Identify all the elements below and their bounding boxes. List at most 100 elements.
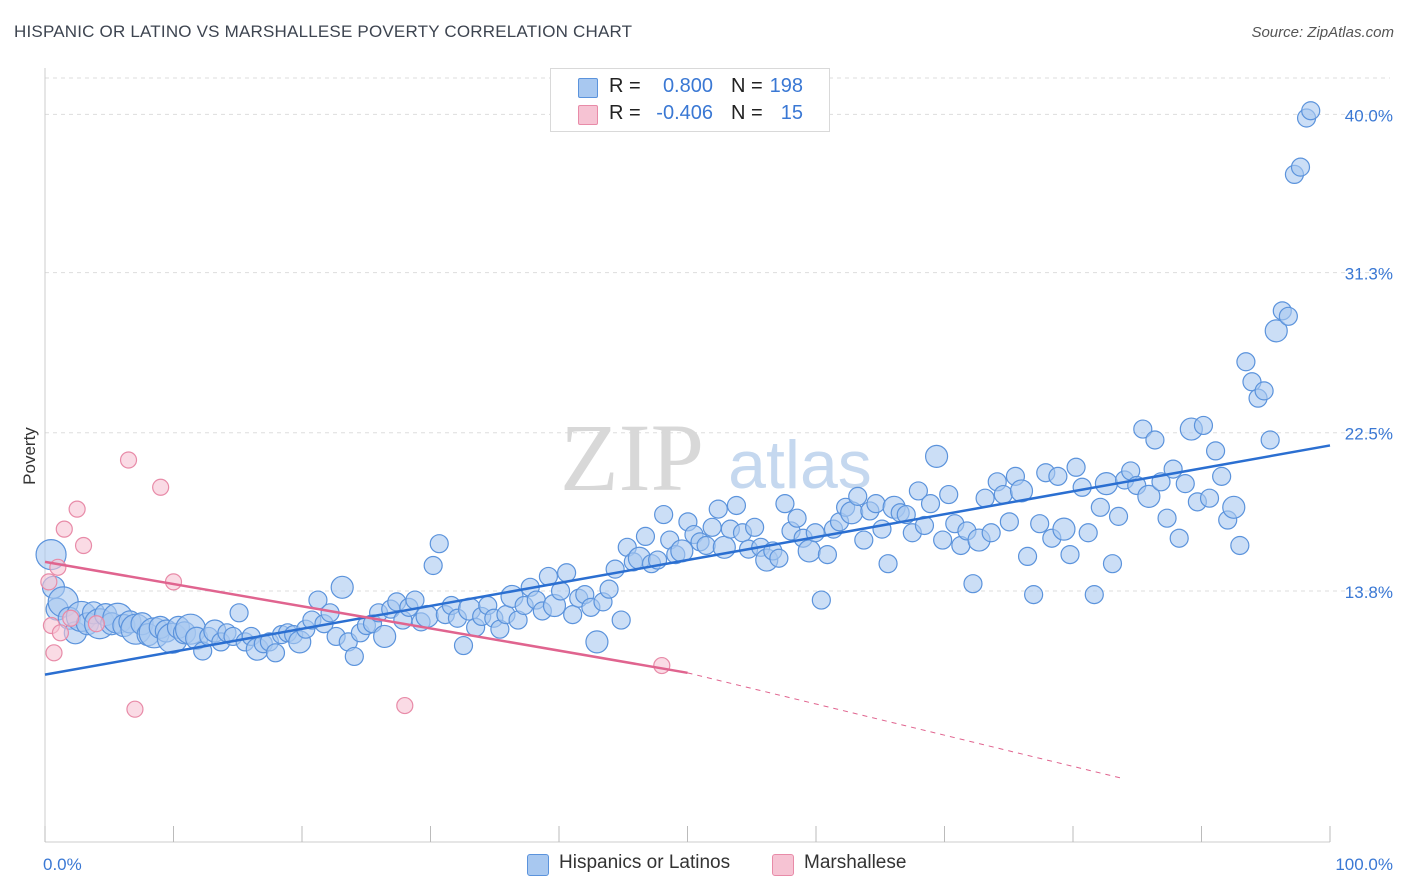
- data-point-hispanics: [1169, 528, 1189, 548]
- legend-swatch-blue: [578, 78, 598, 98]
- trendline-hispanics: [44, 444, 1331, 676]
- legend-swatch-pink: [772, 854, 794, 876]
- x-tick-label-min: 0.0%: [43, 855, 82, 874]
- trend-lines: [44, 444, 1331, 779]
- legend-r-label: R =: [609, 75, 641, 97]
- data-point-hispanics: [908, 481, 928, 501]
- data-point-hispanics: [963, 574, 983, 594]
- data-point-hispanics: [1078, 523, 1098, 543]
- data-point-hispanics: [1145, 430, 1165, 450]
- data-point-hispanics: [557, 563, 577, 583]
- data-point-hispanics: [605, 559, 625, 579]
- data-point-hispanics: [1024, 585, 1044, 605]
- data-point-hispanics: [848, 486, 868, 506]
- data-point-hispanics: [787, 508, 807, 528]
- data-point-hispanics: [429, 534, 449, 554]
- data-point-hispanics: [1108, 506, 1129, 526]
- data-point-hispanics: [1222, 495, 1246, 519]
- data-point-hispanics: [1175, 474, 1195, 494]
- data-point-hispanics: [1205, 441, 1226, 461]
- data-point-hispanics: [654, 504, 674, 525]
- data-point-hispanics: [872, 519, 892, 539]
- x-tick-label-max: 100.0%: [1335, 855, 1393, 874]
- legend-n-value: 15: [780, 102, 803, 124]
- data-point-hispanics: [933, 530, 953, 550]
- axes: [44, 68, 1331, 843]
- data-point-hispanics: [1137, 484, 1161, 508]
- data-point-hispanics: [1290, 157, 1311, 177]
- data-point-hispanics: [993, 484, 1013, 505]
- data-point-hispanics: [1133, 419, 1153, 439]
- data-point-marshallese: [74, 536, 93, 555]
- data-point-hispanics: [797, 539, 821, 563]
- data-point-marshallese: [40, 573, 58, 591]
- data-point-marshallese: [62, 609, 80, 627]
- data-point-hispanics: [1230, 535, 1250, 556]
- data-point-hispanics: [423, 555, 443, 576]
- legend-r-value: -0.406: [656, 102, 713, 124]
- legend-n-label: N =: [731, 102, 763, 124]
- data-point-hispanics: [726, 495, 747, 516]
- data-point-hispanics: [702, 517, 722, 537]
- source-label: Source: ZipAtlas.com: [1251, 24, 1394, 41]
- data-point-hispanics: [811, 590, 831, 610]
- y-tick-label: 40.0%: [1345, 106, 1393, 125]
- data-point-hispanics: [878, 554, 898, 574]
- data-point-hispanics: [1030, 514, 1050, 534]
- legend-row-hispanics: R = 0.800 N = 198: [551, 73, 829, 99]
- legend-label-hispanics: Hispanics or Latinos: [559, 852, 731, 873]
- data-point-hispanics: [920, 494, 941, 514]
- data-point-hispanics: [1009, 479, 1034, 503]
- data-point-hispanics: [817, 544, 838, 565]
- watermark: ZIP atlas: [560, 404, 872, 511]
- data-point-hispanics: [975, 488, 995, 508]
- data-point-marshallese: [45, 644, 63, 662]
- data-point-hispanics: [1060, 544, 1080, 565]
- series-legend: Hispanics or Latinos Marshallese: [0, 852, 1406, 878]
- data-point-marshallese: [119, 451, 138, 469]
- data-point-hispanics: [1193, 415, 1214, 436]
- data-point-hispanics: [1199, 488, 1220, 508]
- trendline-marshallese-extension: [687, 672, 1121, 779]
- watermark-zip: ZIP: [560, 404, 704, 511]
- legend-swatch-blue: [527, 854, 549, 876]
- data-point-marshallese: [396, 696, 414, 715]
- data-point-marshallese: [126, 700, 144, 718]
- legend-n-label: N =: [731, 75, 763, 97]
- trendline-marshallese: [44, 560, 688, 675]
- watermark-atlas: atlas: [728, 427, 872, 503]
- data-point-hispanics: [981, 523, 1001, 543]
- data-point-hispanics: [924, 444, 949, 468]
- data-point-hispanics: [1260, 430, 1280, 450]
- data-point-hispanics: [1066, 457, 1086, 477]
- data-point-hispanics: [999, 512, 1019, 532]
- data-point-hispanics: [611, 610, 631, 630]
- data-point-hispanics: [1264, 319, 1288, 343]
- data-point-hispanics: [453, 635, 474, 656]
- data-point-hispanics: [1212, 466, 1232, 486]
- data-point-hispanics: [1102, 554, 1123, 574]
- y-tick-label: 22.5%: [1345, 425, 1393, 444]
- data-point-hispanics: [1052, 517, 1076, 541]
- legend-r-value: 0.800: [662, 75, 713, 97]
- data-point-hispanics: [775, 494, 795, 514]
- data-point-hispanics: [373, 624, 397, 649]
- data-point-hispanics: [866, 494, 886, 514]
- legend-label-marshallese: Marshallese: [804, 852, 907, 873]
- legend-row-marshallese: R = -0.406 N = 15: [551, 100, 829, 126]
- legend-swatch-pink: [578, 105, 598, 125]
- data-point-hispanics: [265, 643, 286, 663]
- data-point-hispanics: [229, 603, 249, 623]
- data-point-marshallese: [152, 478, 170, 496]
- correlation-legend: R = 0.800 N = 198 R = -0.406 N = 15: [550, 68, 830, 132]
- chart-title: HISPANIC OR LATINO VS MARSHALLESE POVERT…: [14, 22, 633, 41]
- data-point-hispanics: [1278, 306, 1298, 326]
- data-point-marshallese: [68, 500, 86, 518]
- data-point-hispanics: [769, 548, 789, 568]
- data-point-hispanics: [939, 484, 959, 505]
- data-point-hispanics: [708, 499, 728, 519]
- data-point-marshallese: [55, 520, 73, 538]
- data-point-hispanics: [1157, 508, 1177, 528]
- data-point-hispanics: [854, 530, 874, 550]
